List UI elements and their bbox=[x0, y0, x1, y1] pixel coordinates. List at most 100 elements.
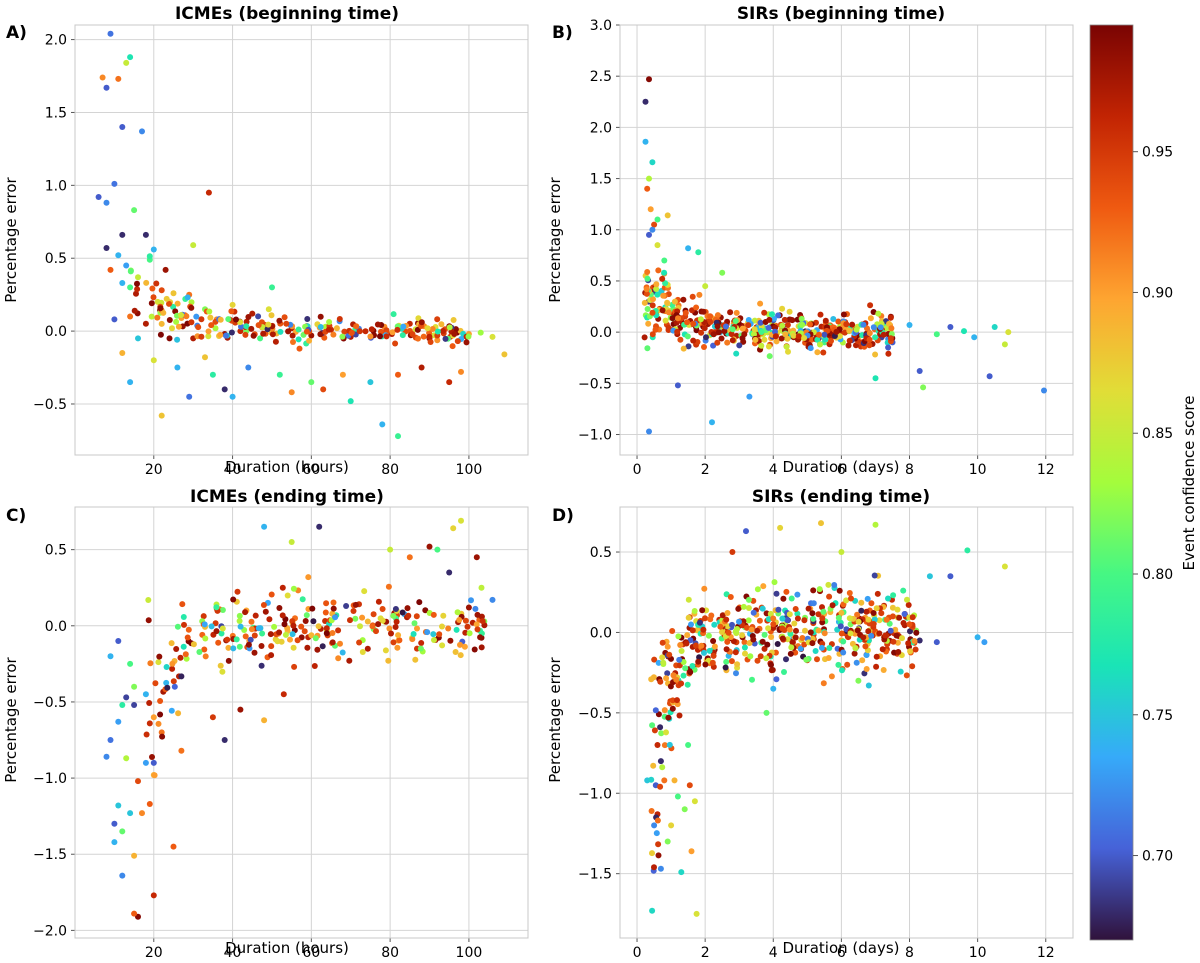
data-point bbox=[747, 653, 754, 660]
data-point bbox=[659, 654, 666, 661]
data-point bbox=[855, 618, 862, 625]
data-point bbox=[147, 660, 154, 667]
data-point bbox=[822, 317, 829, 324]
data-point bbox=[680, 296, 687, 303]
data-point bbox=[826, 645, 833, 651]
data-point bbox=[243, 318, 250, 325]
data-point bbox=[905, 602, 912, 608]
data-point bbox=[111, 820, 118, 827]
data-point bbox=[784, 617, 791, 624]
data-point bbox=[234, 588, 241, 595]
data-point bbox=[131, 910, 138, 917]
data-point bbox=[717, 623, 724, 630]
data-point bbox=[761, 645, 768, 652]
x-tick-label: 20 bbox=[145, 462, 163, 478]
data-point bbox=[242, 633, 249, 640]
data-point bbox=[649, 722, 656, 729]
data-point bbox=[654, 817, 661, 824]
data-point bbox=[649, 331, 656, 338]
data-point bbox=[379, 606, 386, 612]
data-point bbox=[733, 350, 740, 357]
data-point bbox=[647, 206, 654, 213]
data-point bbox=[846, 337, 853, 344]
data-point bbox=[458, 368, 464, 375]
data-point bbox=[809, 640, 816, 647]
data-point bbox=[107, 653, 114, 660]
data-point bbox=[111, 839, 118, 846]
data-point bbox=[782, 331, 789, 338]
colorbar-tick-label: 0.90 bbox=[1142, 285, 1173, 301]
data-point bbox=[778, 335, 785, 342]
data-point bbox=[841, 329, 848, 336]
data-point bbox=[465, 333, 472, 340]
x-tick-label: 10 bbox=[969, 462, 987, 478]
scatter-points bbox=[103, 517, 496, 920]
data-point bbox=[153, 280, 160, 287]
data-point bbox=[107, 737, 114, 743]
data-point bbox=[763, 655, 770, 662]
data-point bbox=[890, 592, 897, 599]
data-point bbox=[264, 326, 271, 333]
data-point bbox=[711, 643, 718, 650]
y-tick-label: −1.0 bbox=[578, 786, 612, 802]
data-point bbox=[646, 428, 652, 435]
data-point bbox=[379, 421, 386, 428]
data-point bbox=[843, 321, 850, 328]
data-point bbox=[323, 630, 330, 637]
data-point bbox=[723, 616, 730, 623]
x-tick-label: 6 bbox=[837, 462, 846, 478]
data-point bbox=[814, 656, 820, 663]
x-tick-label: 8 bbox=[905, 462, 914, 478]
data-point bbox=[740, 603, 747, 610]
data-point bbox=[825, 581, 832, 588]
data-point bbox=[684, 333, 691, 340]
data-point bbox=[295, 326, 302, 333]
data-point bbox=[405, 612, 412, 619]
data-point bbox=[779, 305, 786, 312]
data-point bbox=[866, 342, 873, 349]
data-point bbox=[729, 549, 736, 555]
data-point bbox=[213, 604, 220, 611]
data-point bbox=[722, 664, 729, 671]
data-point bbox=[279, 584, 286, 591]
data-point bbox=[840, 311, 847, 318]
data-point bbox=[95, 194, 102, 200]
data-point bbox=[217, 316, 224, 323]
data-point bbox=[700, 308, 707, 315]
data-point bbox=[682, 665, 689, 672]
data-point bbox=[872, 351, 879, 358]
data-point bbox=[127, 284, 134, 291]
data-point bbox=[359, 649, 366, 655]
data-point bbox=[135, 335, 141, 342]
plot-area bbox=[620, 507, 1073, 938]
data-point bbox=[654, 742, 661, 748]
data-point bbox=[732, 628, 739, 635]
data-point bbox=[916, 368, 923, 374]
data-point bbox=[648, 776, 655, 783]
data-point bbox=[659, 307, 666, 314]
data-point bbox=[127, 810, 134, 817]
y-tick-label: 2.0 bbox=[590, 120, 612, 136]
data-point bbox=[321, 334, 328, 341]
data-point bbox=[142, 231, 149, 238]
data-point bbox=[662, 317, 669, 324]
data-point bbox=[230, 596, 237, 603]
data-point bbox=[877, 324, 884, 331]
data-point bbox=[152, 680, 159, 687]
data-point bbox=[835, 318, 842, 325]
data-point bbox=[779, 615, 786, 622]
data-point bbox=[761, 631, 768, 638]
data-point bbox=[890, 638, 897, 645]
data-point bbox=[458, 517, 464, 524]
data-point bbox=[685, 245, 692, 252]
data-point bbox=[710, 638, 717, 644]
data-point bbox=[107, 30, 114, 37]
data-point bbox=[449, 343, 456, 350]
data-point bbox=[723, 323, 729, 330]
data-point bbox=[238, 323, 244, 330]
chart-title: ICMEs (ending time) bbox=[190, 487, 384, 507]
data-point bbox=[801, 335, 808, 341]
data-point bbox=[678, 869, 685, 876]
data-point bbox=[768, 634, 775, 640]
data-point bbox=[369, 623, 376, 630]
